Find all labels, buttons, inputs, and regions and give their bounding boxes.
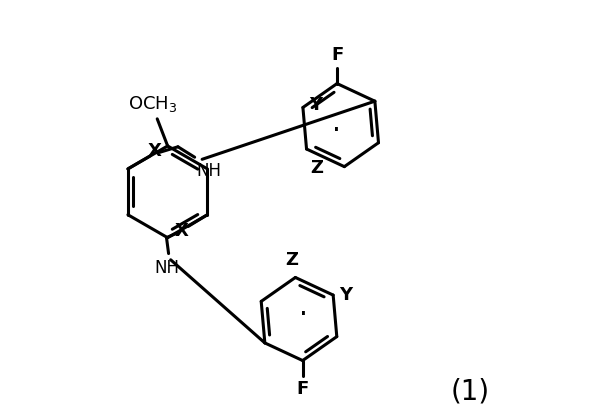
Text: X: X	[174, 222, 188, 241]
Text: Z: Z	[285, 251, 298, 269]
Text: ·: ·	[332, 117, 341, 146]
Text: OCH$_3$: OCH$_3$	[129, 94, 178, 114]
Text: NH: NH	[197, 162, 222, 180]
Text: (1): (1)	[450, 378, 490, 406]
Text: X: X	[148, 142, 162, 160]
Text: ·: ·	[299, 301, 307, 329]
Text: Y: Y	[309, 96, 322, 114]
Text: NH: NH	[154, 259, 179, 276]
Text: F: F	[297, 380, 309, 398]
Text: Y: Y	[340, 286, 353, 304]
Text: F: F	[331, 46, 343, 64]
Text: Z: Z	[311, 159, 324, 178]
